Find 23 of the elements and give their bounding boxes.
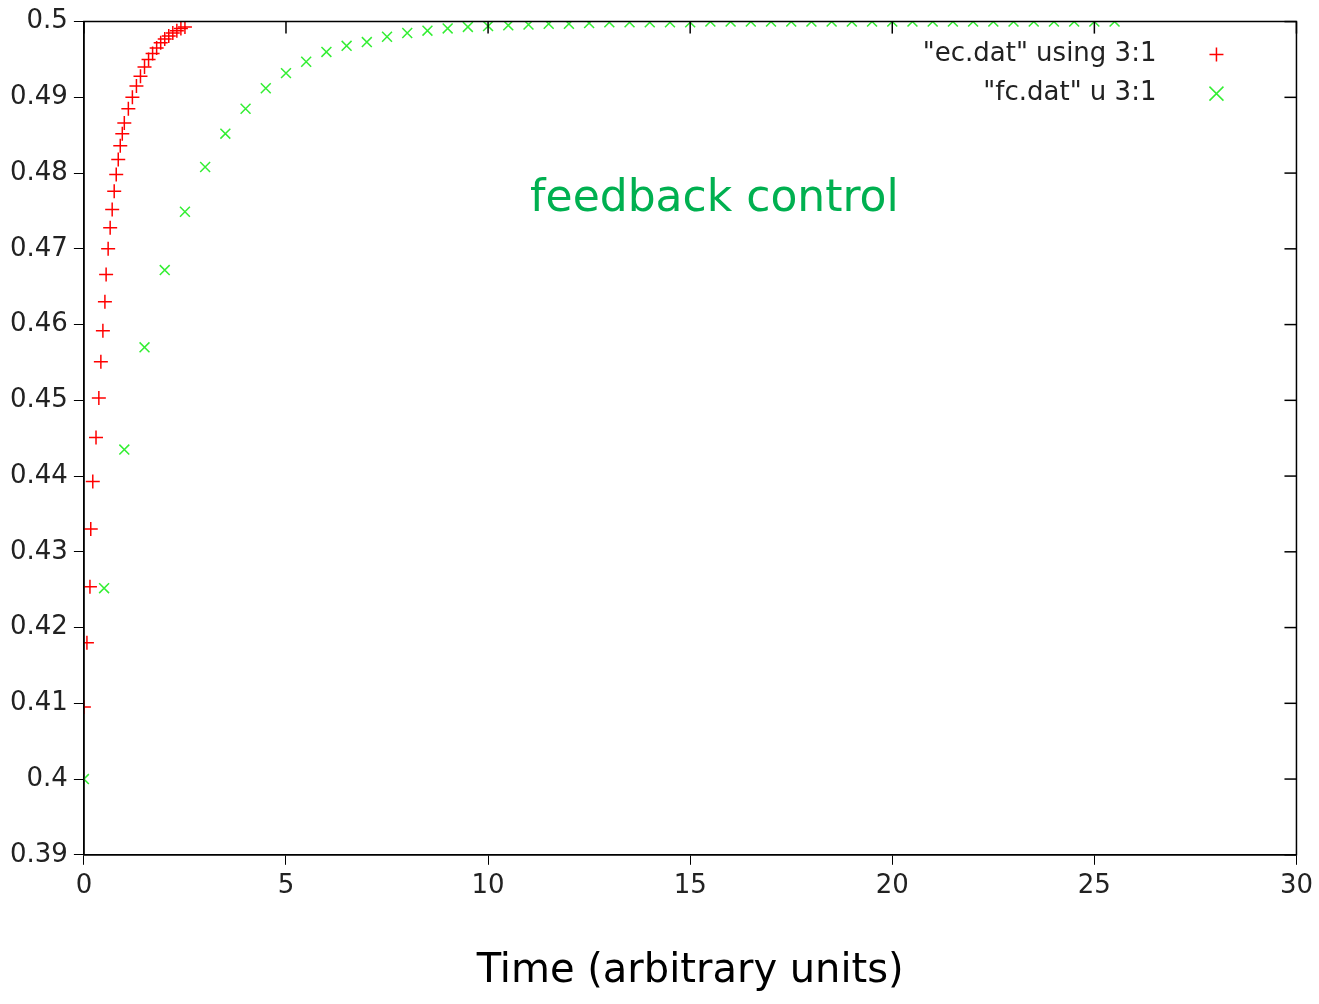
x-tick-label: 25 (1077, 869, 1111, 900)
legend-label: "fc.dat" u 3:1 (983, 76, 1157, 107)
y-tick-label: 0.4 (26, 761, 68, 792)
y-tick-label: 0.49 (10, 80, 68, 111)
x-tick-label: 10 (471, 869, 505, 900)
legend-label: "ec.dat" using 3:1 (922, 37, 1157, 68)
x-tick-label: 20 (875, 869, 909, 900)
x-tick-label: 0 (75, 869, 93, 900)
y-tick-label: 0.44 (10, 458, 68, 489)
y-tick-label: 0.39 (10, 837, 68, 868)
x-tick-label: 5 (277, 869, 295, 900)
x-tick-label: 30 (1279, 869, 1313, 900)
y-tick-label: 0.47 (10, 231, 68, 262)
y-tick-label: 0.43 (10, 534, 68, 565)
y-tick-label: 0.42 (10, 610, 68, 641)
y-tick-label: 0.45 (10, 383, 68, 414)
y-tick-label: 0.48 (10, 155, 68, 186)
x-axis-title: Time (arbitrary units) (475, 945, 904, 992)
y-tick-label: 0.41 (10, 686, 68, 717)
x-tick-label: 15 (673, 869, 707, 900)
annotation: feedback control (530, 170, 899, 222)
y-tick-label: 0.46 (10, 307, 68, 338)
y-tick-label: 0.5 (26, 4, 68, 35)
